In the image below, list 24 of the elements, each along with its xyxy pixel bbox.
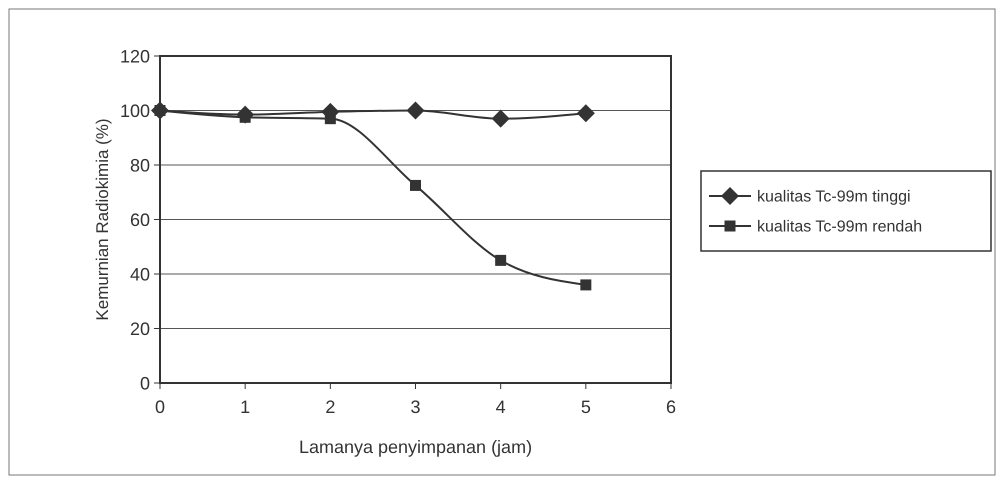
y-tick-label: 40 xyxy=(130,264,150,284)
x-tick-label: 5 xyxy=(580,397,591,417)
y-tick-label: 120 xyxy=(120,46,150,66)
legend-label: kualitas Tc-99m rendah xyxy=(757,218,922,236)
point xyxy=(580,279,592,290)
x-tick-label: 0 xyxy=(154,397,166,417)
y-tick-label: 60 xyxy=(130,210,150,230)
x-tick-label: 2 xyxy=(325,397,336,417)
y-axis-title: Kemurnian Radiokimia (%) xyxy=(93,118,112,321)
point xyxy=(495,254,506,266)
y-tick-label: 80 xyxy=(130,155,150,176)
y-tick-label: 0 xyxy=(140,373,150,394)
x-tick-label: 6 xyxy=(666,397,676,417)
point xyxy=(492,110,510,128)
x-tick-label: 4 xyxy=(496,397,506,417)
legend-label: kualitas Tc-99m tinggi xyxy=(757,188,911,206)
y-tick-label: 100 xyxy=(120,100,150,121)
x-tick-label: 3 xyxy=(410,397,421,417)
x-axis-title: Lamanya penyimpanan (jam) xyxy=(298,437,532,457)
y-tick-label: 20 xyxy=(130,318,150,339)
x-tick-label: 1 xyxy=(240,397,250,417)
point xyxy=(576,104,595,122)
point xyxy=(410,180,421,191)
point xyxy=(406,102,424,120)
